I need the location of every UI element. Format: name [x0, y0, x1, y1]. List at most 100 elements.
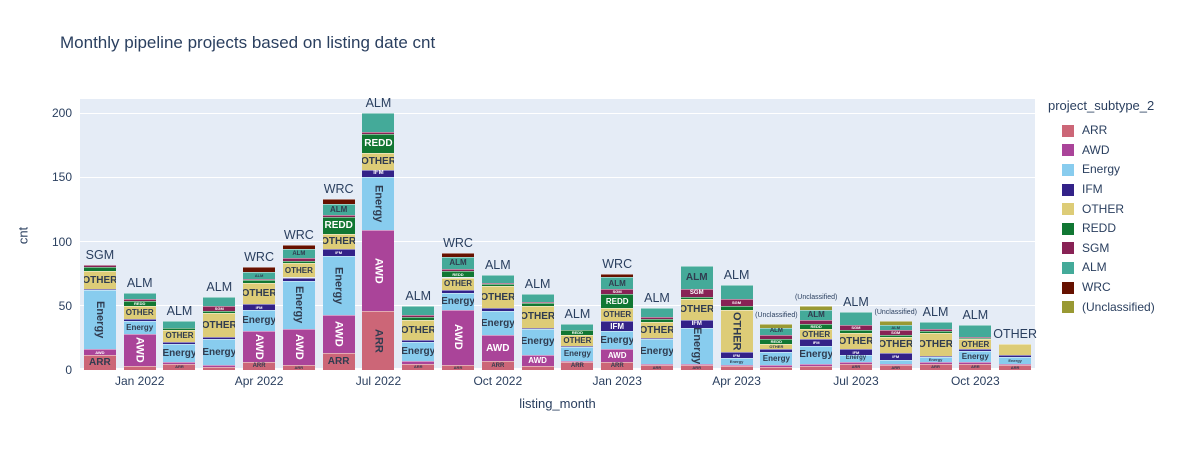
- bar-segment-Feb-2023-Energy[interactable]: Energy: [640, 339, 673, 364]
- bar-segment-Apr-2023-OTHER[interactable]: OTHER: [720, 309, 753, 353]
- bar-segment-Jan-2022-OTHER[interactable]: OTHER: [123, 305, 156, 319]
- bar-segment-Jul-2022-SGM[interactable]: [362, 132, 395, 134]
- bar-segment-Apr-2023-REDD[interactable]: [720, 305, 753, 310]
- bar-segment-Oct-2023-Energy[interactable]: Energy: [959, 350, 992, 363]
- bar-segment-May-2022-OTHER[interactable]: OTHER: [282, 263, 315, 278]
- bar-segment-Sep-2022-REDD[interactable]: REDD: [442, 271, 475, 278]
- bar-segment-Dec-2021-ARR[interactable]: ARR: [83, 354, 116, 370]
- bar-segment-Nov-2022-Energy[interactable]: Energy: [521, 328, 554, 355]
- bar-segment-May-2023-ARR[interactable]: [760, 367, 793, 370]
- bar-segment-Nov-2023-Energy[interactable]: Energy: [999, 357, 1032, 364]
- bar-segment-Aug-2023-Energy[interactable]: [879, 359, 912, 364]
- bar-segment-Jul-2023-ALM[interactable]: [839, 312, 872, 326]
- legend-item-AWD[interactable]: AWD: [1048, 141, 1198, 161]
- bar-segment-Sep-2022-OTHER[interactable]: OTHER: [442, 277, 475, 291]
- bar-segment-Nov-2022-OTHER[interactable]: OTHER: [521, 305, 554, 328]
- bar-segment-Aug-2023-UNC[interactable]: [879, 321, 912, 326]
- bar-segment-Apr-2022-WRC[interactable]: [243, 267, 276, 273]
- bar-segment-Jul-2023-OTHER[interactable]: OTHER: [839, 332, 872, 350]
- bar-segment-Aug-2022-Energy[interactable]: Energy: [402, 341, 435, 362]
- bar-segment-Mar-2022-SGM[interactable]: SGM: [203, 305, 236, 311]
- bar-segment-Mar-2023-REDD[interactable]: [680, 296, 713, 300]
- bar-segment-May-2023-AWD[interactable]: [760, 364, 793, 368]
- bar-segment-Sep-2023-IFM[interactable]: [919, 355, 952, 358]
- bar-segment-Nov-2022-ARR[interactable]: [521, 366, 554, 370]
- bar-segment-Mar-2023-IFM[interactable]: IFM: [680, 319, 713, 328]
- bar-segment-May-2023-REDD[interactable]: REDD: [760, 339, 793, 345]
- bar-segment-Jul-2023-AWD[interactable]: [839, 362, 872, 364]
- bar-segment-Jul-2022-Energy[interactable]: Energy: [362, 177, 395, 230]
- bar-segment-Mar-2023-SGM[interactable]: SGM: [680, 289, 713, 297]
- bar-segment-Nov-2023-ARR[interactable]: ARR: [999, 364, 1032, 370]
- bar-segment-Oct-2022-SGM[interactable]: [481, 282, 514, 284]
- bar-segment-Nov-2022-AWD[interactable]: AWD: [521, 354, 554, 367]
- bar-segment-Sep-2022-ARR[interactable]: ARR: [442, 364, 475, 370]
- bar-segment-Feb-2023-IFM[interactable]: [640, 337, 673, 340]
- bar-segment-Apr-2023-ALM[interactable]: [720, 285, 753, 300]
- bar-segment-Mar-2022-REDD[interactable]: [203, 310, 236, 314]
- bar-segment-Feb-2022-Energy[interactable]: Energy: [163, 344, 196, 363]
- bar-segment-Oct-2022-ARR[interactable]: ARR: [481, 361, 514, 370]
- bar-segment-Sep-2022-AWD[interactable]: AWD: [442, 309, 475, 365]
- bar-segment-Aug-2022-ALM[interactable]: [402, 305, 435, 315]
- bar-segment-Sep-2022-ALM[interactable]: ALM: [442, 256, 475, 269]
- bar-segment-Jul-2022-AWD[interactable]: AWD: [362, 229, 395, 311]
- bar-segment-Nov-2022-ALM[interactable]: [521, 294, 554, 302]
- bar-segment-Oct-2023-ALM[interactable]: [959, 325, 992, 337]
- bar-segment-Jun-2023-AWD[interactable]: [800, 363, 833, 367]
- bar-segment-Jun-2022-WRC[interactable]: [322, 199, 355, 205]
- bar-segment-Jun-2022-ALM[interactable]: ALM: [322, 204, 355, 215]
- bar-segment-Jun-2023-OTHER[interactable]: OTHER: [800, 328, 833, 340]
- bar-segment-Apr-2022-Energy[interactable]: Energy: [243, 309, 276, 332]
- bar-segment-Aug-2022-REDD[interactable]: [402, 317, 435, 320]
- bar-segment-Mar-2022-IFM[interactable]: [203, 336, 236, 340]
- bar-segment-Jan-2023-IFM[interactable]: IFM: [601, 321, 634, 332]
- bar-segment-Jan-2023-AWD[interactable]: AWD: [601, 349, 634, 363]
- bar-segment-Dec-2021-AWD[interactable]: AWD: [83, 349, 116, 355]
- legend-item-IFM[interactable]: IFM: [1048, 180, 1198, 200]
- bar-segment-Dec-2021-SGM[interactable]: [83, 264, 116, 268]
- bar-segment-Oct-2022-AWD[interactable]: AWD: [481, 335, 514, 362]
- bar-segment-Aug-2023-OTHER[interactable]: OTHER: [879, 336, 912, 354]
- bar-segment-Jan-2023-OTHER[interactable]: OTHER: [601, 308, 634, 322]
- bar-segment-Mar-2022-OTHER[interactable]: OTHER: [203, 313, 236, 337]
- bar-segment-May-2022-AWD[interactable]: AWD: [282, 328, 315, 365]
- bar-segment-Jun-2022-IFM[interactable]: IFM: [322, 249, 355, 256]
- bar-segment-Feb-2023-OTHER[interactable]: OTHER: [640, 322, 673, 338]
- bar-segment-Nov-2023-IFM[interactable]: [999, 354, 1032, 358]
- bar-segment-Jun-2023-SGM[interactable]: [800, 319, 833, 324]
- bar-segment-Jul-2023-Energy[interactable]: Energy: [839, 354, 872, 363]
- bar-segment-Feb-2022-AWD[interactable]: [163, 362, 196, 364]
- bar-segment-Jan-2023-ALM[interactable]: ALM: [601, 277, 634, 290]
- bar-segment-Jul-2022-ALM[interactable]: [362, 113, 395, 133]
- bar-segment-Apr-2022-ALM[interactable]: ALM: [243, 272, 276, 279]
- bar-segment-May-2022-ALM[interactable]: ALM: [282, 249, 315, 259]
- bar-segment-Nov-2023-AWD[interactable]: [999, 363, 1032, 365]
- bar-segment-Mar-2023-ALM[interactable]: ALM: [680, 265, 713, 290]
- legend-item-ALM[interactable]: ALM: [1048, 258, 1198, 278]
- bar-segment-Jan-2023-SGM[interactable]: SGM: [601, 289, 634, 295]
- bar-segment-Jun-2022-ARR[interactable]: ARR: [322, 353, 355, 370]
- bar-segment-Jun-2023-UNC[interactable]: [800, 305, 833, 310]
- bar-segment-Mar-2022-ARR[interactable]: [203, 367, 236, 370]
- legend-item-ARR[interactable]: ARR: [1048, 121, 1198, 141]
- bar-segment-Mar-2023-AWD[interactable]: [680, 363, 713, 365]
- bar-segment-Nov-2023-OTHER[interactable]: [999, 344, 1032, 355]
- bar-segment-Apr-2023-ARR[interactable]: [720, 366, 753, 370]
- bar-segment-Dec-2022-ARR[interactable]: ARR: [561, 362, 594, 370]
- bar-segment-Mar-2022-Energy[interactable]: Energy: [203, 339, 236, 365]
- bar-segment-May-2022-REDD[interactable]: [282, 260, 315, 264]
- bar-segment-Feb-2022-IFM[interactable]: [163, 341, 196, 345]
- bar-segment-Sep-2022-SGM[interactable]: [442, 268, 475, 272]
- bar-segment-Apr-2022-ARR[interactable]: ARR: [243, 362, 276, 370]
- legend-item-WRC[interactable]: WRC: [1048, 278, 1198, 298]
- bar-segment-May-2023-Energy[interactable]: Energy: [760, 352, 793, 365]
- legend-item-OTHER[interactable]: OTHER: [1048, 199, 1198, 219]
- bar-segment-May-2023-UNC[interactable]: [760, 323, 793, 328]
- bar-segment-Dec-2022-AWD[interactable]: [561, 361, 594, 363]
- bar-segment-Dec-2022-ALM[interactable]: [561, 323, 594, 331]
- bar-segment-Jun-2022-AWD[interactable]: AWD: [322, 314, 355, 354]
- bar-segment-Aug-2022-SGM[interactable]: [402, 314, 435, 318]
- bar-segment-Sep-2023-Energy[interactable]: Energy: [919, 357, 952, 363]
- bar-segment-Mar-2023-OTHER[interactable]: OTHER: [680, 299, 713, 320]
